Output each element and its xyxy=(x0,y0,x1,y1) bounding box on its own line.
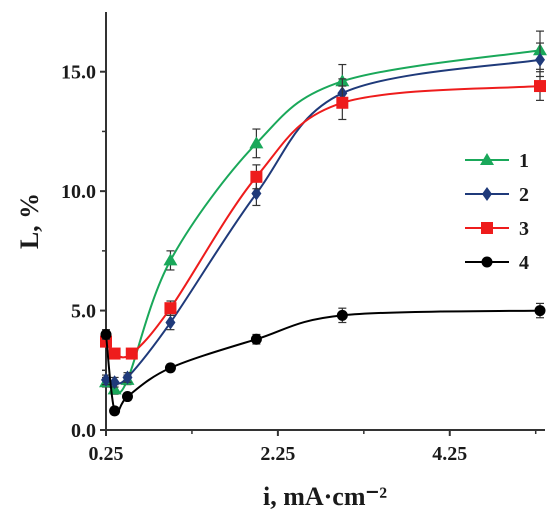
y-tick-label: 0.0 xyxy=(71,420,96,442)
data-point xyxy=(251,186,262,201)
data-point xyxy=(164,302,177,315)
y-axis-ticks: 0.0 5.0 10.0 15.0 xyxy=(61,62,106,442)
legend: 1 2 3 4 xyxy=(465,150,529,274)
data-point xyxy=(250,333,262,345)
data-point xyxy=(249,136,264,149)
series-line xyxy=(105,49,541,394)
series-1 xyxy=(99,30,547,395)
legend-label: 3 xyxy=(519,218,529,240)
data-point xyxy=(250,170,263,183)
data-point xyxy=(163,253,178,266)
legend-marker xyxy=(480,153,494,165)
x-tick-label: 4.25 xyxy=(432,443,467,465)
legend-marker xyxy=(482,187,492,201)
series-3 xyxy=(100,71,546,360)
data-point xyxy=(125,347,138,360)
data-point xyxy=(108,347,121,360)
x-axis-title: i, mA·cm⁻² xyxy=(263,482,387,511)
legend-label: 1 xyxy=(519,150,529,172)
series-line xyxy=(105,58,541,385)
legend-item-3: 3 xyxy=(465,218,529,240)
series-2 xyxy=(101,42,545,390)
y-axis-title: L, % xyxy=(15,193,44,249)
data-point xyxy=(109,405,121,417)
legend-item-1: 1 xyxy=(465,150,529,172)
x-axis-ticks: 0.25 2.25 4.25 xyxy=(89,430,537,465)
data-point xyxy=(109,375,120,390)
chart-axes xyxy=(105,12,545,431)
data-point xyxy=(101,372,111,387)
data-point xyxy=(164,362,176,374)
data-point xyxy=(122,370,133,385)
y-tick-label: 10.0 xyxy=(61,181,96,203)
series-4 xyxy=(100,302,546,417)
legend-label: 4 xyxy=(519,252,529,274)
x-tick-label: 0.25 xyxy=(89,443,124,465)
legend-label: 2 xyxy=(519,184,529,206)
y-tick-label: 5.0 xyxy=(71,301,96,323)
data-point xyxy=(535,52,545,67)
y-tick-label: 15.0 xyxy=(61,62,96,84)
data-point xyxy=(100,328,112,340)
legend-marker xyxy=(481,256,493,268)
data-point xyxy=(165,315,176,330)
legend-marker xyxy=(481,222,493,234)
data-point xyxy=(336,96,349,109)
series-layer xyxy=(99,30,547,417)
x-tick-label: 2.25 xyxy=(260,443,295,465)
data-point xyxy=(336,309,348,321)
data-point xyxy=(534,80,546,93)
legend-item-4: 4 xyxy=(465,252,529,274)
data-point xyxy=(534,305,546,317)
data-point xyxy=(121,391,133,403)
legend-item-2: 2 xyxy=(465,184,529,206)
